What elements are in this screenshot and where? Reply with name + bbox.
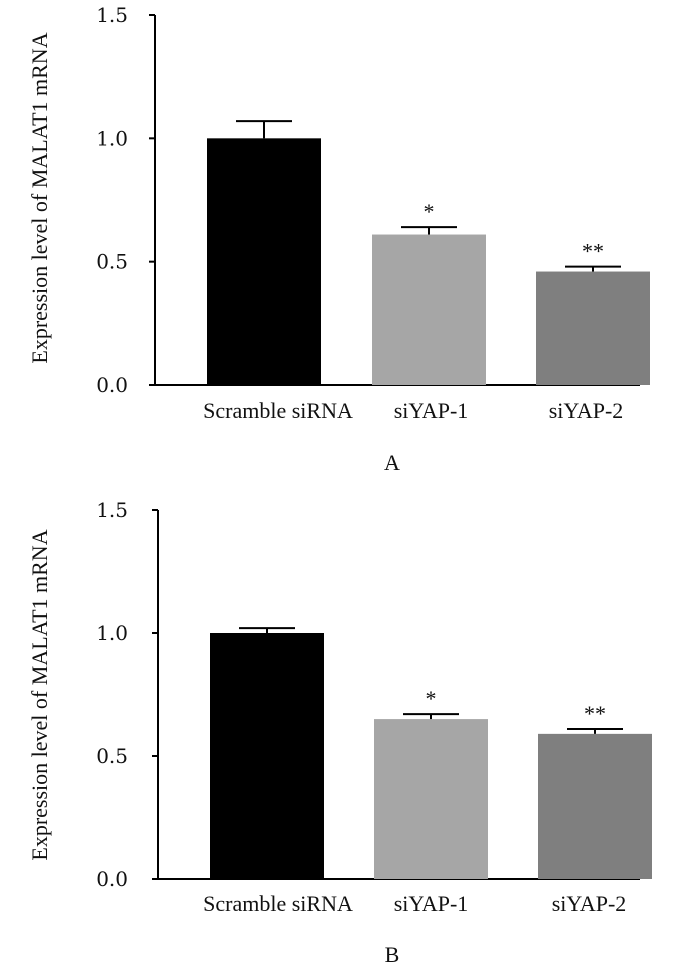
y-tick-label: 0.5 bbox=[96, 744, 128, 768]
chart-panel-a: 0.0 0.5 1.0 1.5 Expression level of MALAT1 m… bbox=[27, 3, 650, 475]
y-axis-label: Expression level of MALAT1 mRNA bbox=[27, 32, 52, 363]
y-tick-label: 1.5 bbox=[96, 3, 128, 27]
y-tick-label: 1.0 bbox=[96, 621, 128, 645]
x-tick-label: siYAP-2 bbox=[549, 398, 624, 423]
y-tick-label: 0.0 bbox=[96, 373, 128, 397]
x-tick-label: siYAP-2 bbox=[552, 891, 627, 916]
panel-label: B bbox=[385, 942, 400, 967]
significance-marker: * bbox=[424, 199, 435, 224]
y-tick-label: 0.0 bbox=[96, 867, 128, 891]
x-tick-label: Scramble siRNA bbox=[203, 891, 353, 916]
y-tick-label: 1.5 bbox=[96, 498, 128, 522]
panel-label: A bbox=[384, 450, 400, 475]
chart-panel-b: 0.0 0.5 1.0 1.5 Expression level of MALAT1 m… bbox=[27, 498, 652, 967]
y-axis-label: Expression level of MALAT1 mRNA bbox=[27, 529, 52, 860]
significance-marker: ** bbox=[584, 701, 606, 726]
y-tick-label: 1.0 bbox=[96, 126, 128, 150]
x-tick-label: siYAP-1 bbox=[394, 891, 469, 916]
significance-marker: * bbox=[426, 686, 437, 711]
x-tick-label: siYAP-1 bbox=[394, 398, 469, 423]
bar bbox=[538, 733, 652, 879]
bar bbox=[536, 271, 650, 385]
bar bbox=[207, 138, 321, 385]
y-tick-label: 0.5 bbox=[96, 250, 128, 274]
x-tick-label: Scramble siRNA bbox=[203, 398, 353, 423]
bar bbox=[374, 719, 488, 879]
significance-marker: ** bbox=[582, 239, 604, 264]
bar bbox=[372, 234, 486, 385]
bar bbox=[210, 633, 324, 879]
